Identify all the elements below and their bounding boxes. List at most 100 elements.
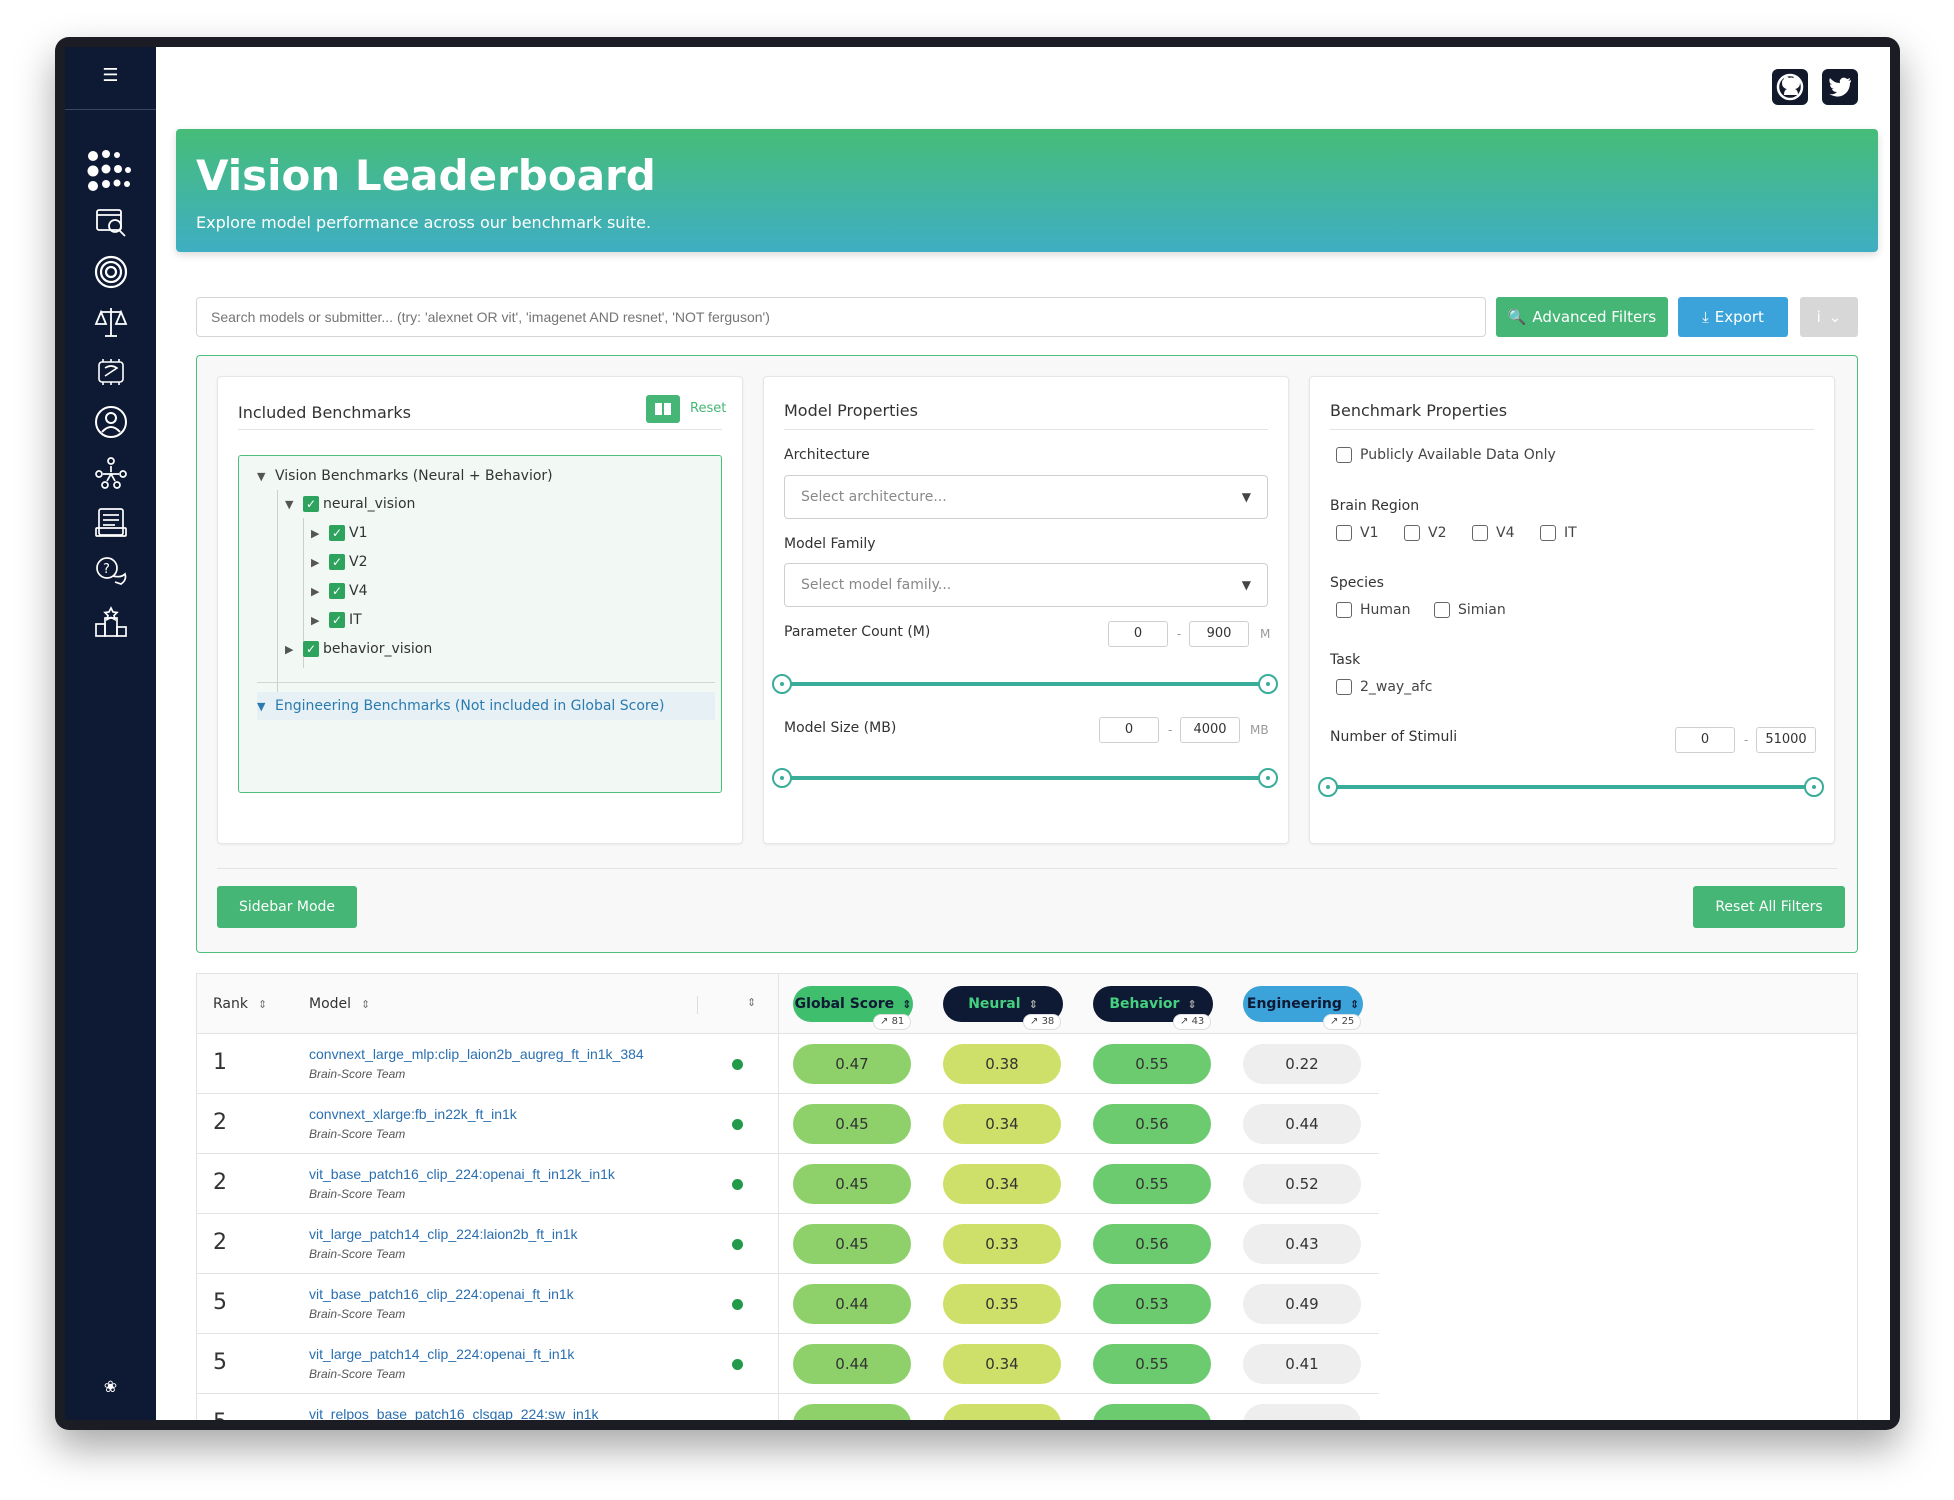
region-v1-checkbox[interactable]: V1 <box>1336 525 1378 541</box>
param-slider-max-handle[interactable] <box>1258 674 1278 694</box>
species-human-checkbox[interactable]: Human <box>1336 602 1411 618</box>
param-slider-track[interactable] <box>784 682 1270 686</box>
engineering-header[interactable]: Engineering ⇕ <box>1243 986 1363 1022</box>
profile-icon[interactable] <box>93 404 129 440</box>
neural-score-cell[interactable]: 0.34 <box>943 1104 1061 1144</box>
model-name-link[interactable]: vit_relpos_base_patch16_clsgap_224:sw_in… <box>309 1406 599 1420</box>
global-score-cell[interactable]: 0.44 <box>793 1284 911 1324</box>
book-icon[interactable] <box>646 395 680 423</box>
search-input[interactable] <box>196 297 1486 337</box>
checkbox-checked[interactable]: ✓ <box>329 554 345 570</box>
stimuli-max-input[interactable]: 51000 <box>1756 727 1816 753</box>
behavior-score-cell[interactable]: 0.55 <box>1093 1344 1211 1384</box>
global-score-cell[interactable]: 0.47 <box>793 1044 911 1084</box>
model-name-link[interactable]: vit_large_patch14_clip_224:laion2b_ft_in… <box>309 1226 578 1242</box>
help-icon[interactable]: ? <box>93 554 129 590</box>
menu-icon[interactable]: ☰ <box>102 65 119 86</box>
engineering-score-cell[interactable]: 0.52 <box>1243 1164 1361 1204</box>
export-button[interactable]: ⤓ Export <box>1678 297 1788 337</box>
architecture-select[interactable]: Select architecture... ▼ <box>784 475 1268 519</box>
tree-node-v4[interactable]: ▶ ✓ V4 <box>311 583 367 599</box>
global-score-cell[interactable] <box>793 1404 911 1420</box>
checkbox-unchecked[interactable] <box>1404 525 1420 541</box>
model-name-link[interactable]: convnext_large_mlp:clip_laion2b_augreg_f… <box>309 1046 644 1062</box>
param-min-input[interactable]: 0 <box>1108 621 1168 647</box>
checkbox-unchecked[interactable] <box>1336 525 1352 541</box>
region-v2-checkbox[interactable]: V2 <box>1404 525 1446 541</box>
checkbox-unchecked[interactable] <box>1434 602 1450 618</box>
global-count-badge[interactable]: ↗ 81 <box>873 1014 912 1030</box>
species-simian-checkbox[interactable]: Simian <box>1434 602 1506 618</box>
tree-node-vision[interactable]: ▼ Vision Benchmarks (Neural + Behavior) <box>257 468 553 484</box>
advanced-filters-button[interactable]: 🔍 Advanced Filters <box>1496 297 1668 337</box>
behavior-score-cell[interactable] <box>1093 1404 1211 1420</box>
table-row[interactable]: 5 vit_large_patch14_clip_224:openai_ft_in… <box>197 1334 1379 1394</box>
model-name-link[interactable]: vit_large_patch14_clip_224:openai_ft_in1… <box>309 1346 575 1362</box>
neural-score-cell[interactable]: 0.33 <box>943 1224 1061 1264</box>
model-family-select[interactable]: Select model family... ▼ <box>784 563 1268 607</box>
checkbox-checked[interactable]: ✓ <box>303 496 319 512</box>
sidebar-mode-button[interactable]: Sidebar Mode <box>217 886 357 928</box>
table-row[interactable]: 1 convnext_large_mlp:clip_laion2b_augreg_… <box>197 1034 1379 1094</box>
behavior-count-badge[interactable]: ↗ 43 <box>1173 1014 1212 1030</box>
size-slider-min-handle[interactable] <box>772 768 792 788</box>
tree-node-engineering[interactable]: ▼ Engineering Benchmarks (Not included i… <box>257 692 715 720</box>
checkbox-checked[interactable]: ✓ <box>329 612 345 628</box>
bug-icon[interactable]: ❀ <box>103 1377 118 1396</box>
model-name-link[interactable]: vit_base_patch16_clip_224:openai_ft_in12… <box>309 1166 615 1182</box>
rank-column-header[interactable]: Rank ⇕ <box>213 996 267 1012</box>
tree-node-v2[interactable]: ▶ ✓ V2 <box>311 554 367 570</box>
region-it-checkbox[interactable]: IT <box>1540 525 1577 541</box>
param-slider-min-handle[interactable] <box>772 674 792 694</box>
compare-models-icon[interactable] <box>93 204 129 240</box>
neural-score-cell[interactable]: 0.35 <box>943 1284 1061 1324</box>
size-max-input[interactable]: 4000 <box>1180 717 1240 743</box>
neural-score-cell[interactable]: 0.34 <box>943 1164 1061 1204</box>
table-row[interactable]: 5 vit_relpos_base_patch16_clsgap_224:sw_i… <box>197 1394 1379 1420</box>
global-score-cell[interactable]: 0.44 <box>793 1344 911 1384</box>
public-data-checkbox[interactable]: Publicly Available Data Only <box>1336 447 1556 463</box>
behavior-score-cell[interactable]: 0.56 <box>1093 1104 1211 1144</box>
target-icon[interactable] <box>93 254 129 290</box>
info-dropdown-button[interactable]: i ⌄ <box>1800 297 1858 337</box>
neural-score-cell[interactable]: 0.34 <box>943 1344 1061 1384</box>
table-row[interactable]: 2 vit_base_patch16_clip_224:openai_ft_in1… <box>197 1154 1379 1214</box>
checkbox-unchecked[interactable] <box>1336 602 1352 618</box>
size-min-input[interactable]: 0 <box>1099 717 1159 743</box>
global-score-cell[interactable]: 0.45 <box>793 1224 911 1264</box>
tree-node-neural[interactable]: ▼ ✓ neural_vision <box>285 496 415 512</box>
global-score-cell[interactable]: 0.45 <box>793 1104 911 1144</box>
checkbox-unchecked[interactable] <box>1336 679 1352 695</box>
community-icon[interactable] <box>93 454 129 490</box>
model-column-header[interactable]: Model ⇕ <box>309 996 370 1012</box>
engineering-count-badge[interactable]: ↗ 25 <box>1323 1014 1362 1030</box>
tree-node-it[interactable]: ▶ ✓ IT <box>311 612 362 628</box>
status-column-header[interactable]: ⇕ <box>747 996 756 1009</box>
checkbox-unchecked[interactable] <box>1336 447 1352 463</box>
table-row[interactable]: 2 vit_large_patch14_clip_224:laion2b_ft_i… <box>197 1214 1379 1274</box>
tree-node-v1[interactable]: ▶ ✓ V1 <box>311 525 367 541</box>
task-2afc-checkbox[interactable]: 2_way_afc <box>1336 679 1432 695</box>
behavior-score-cell[interactable]: 0.56 <box>1093 1224 1211 1264</box>
model-name-link[interactable]: convnext_xlarge:fb_in22k_ft_in1k <box>309 1106 517 1122</box>
table-row[interactable]: 2 convnext_xlarge:fb_in22k_ft_in1k Brain-S… <box>197 1094 1379 1154</box>
model-name-link[interactable]: vit_base_patch16_clip_224:openai_ft_in1k <box>309 1286 574 1302</box>
neural-score-cell[interactable]: 0.38 <box>943 1044 1061 1084</box>
engineering-score-cell[interactable]: 0.43 <box>1243 1224 1361 1264</box>
engineering-score-cell[interactable]: 0.41 <box>1243 1344 1361 1384</box>
checkbox-unchecked[interactable] <box>1540 525 1556 541</box>
size-slider-track[interactable] <box>784 776 1270 780</box>
checkbox-checked[interactable]: ✓ <box>329 583 345 599</box>
engineering-score-cell[interactable]: 0.44 <box>1243 1104 1361 1144</box>
region-v4-checkbox[interactable]: V4 <box>1472 525 1514 541</box>
checkbox-checked[interactable]: ✓ <box>303 641 319 657</box>
checkbox-checked[interactable]: ✓ <box>329 525 345 541</box>
leaderboard-icon[interactable] <box>93 604 129 640</box>
brain-chip-icon[interactable] <box>93 354 129 390</box>
engineering-score-cell[interactable]: 0.49 <box>1243 1284 1361 1324</box>
reset-all-filters-button[interactable]: Reset All Filters <box>1693 886 1845 928</box>
neural-count-badge[interactable]: ↗ 38 <box>1023 1014 1062 1030</box>
stimuli-min-input[interactable]: 0 <box>1675 727 1735 753</box>
stimuli-slider-min-handle[interactable] <box>1318 777 1338 797</box>
news-icon[interactable] <box>93 504 129 540</box>
